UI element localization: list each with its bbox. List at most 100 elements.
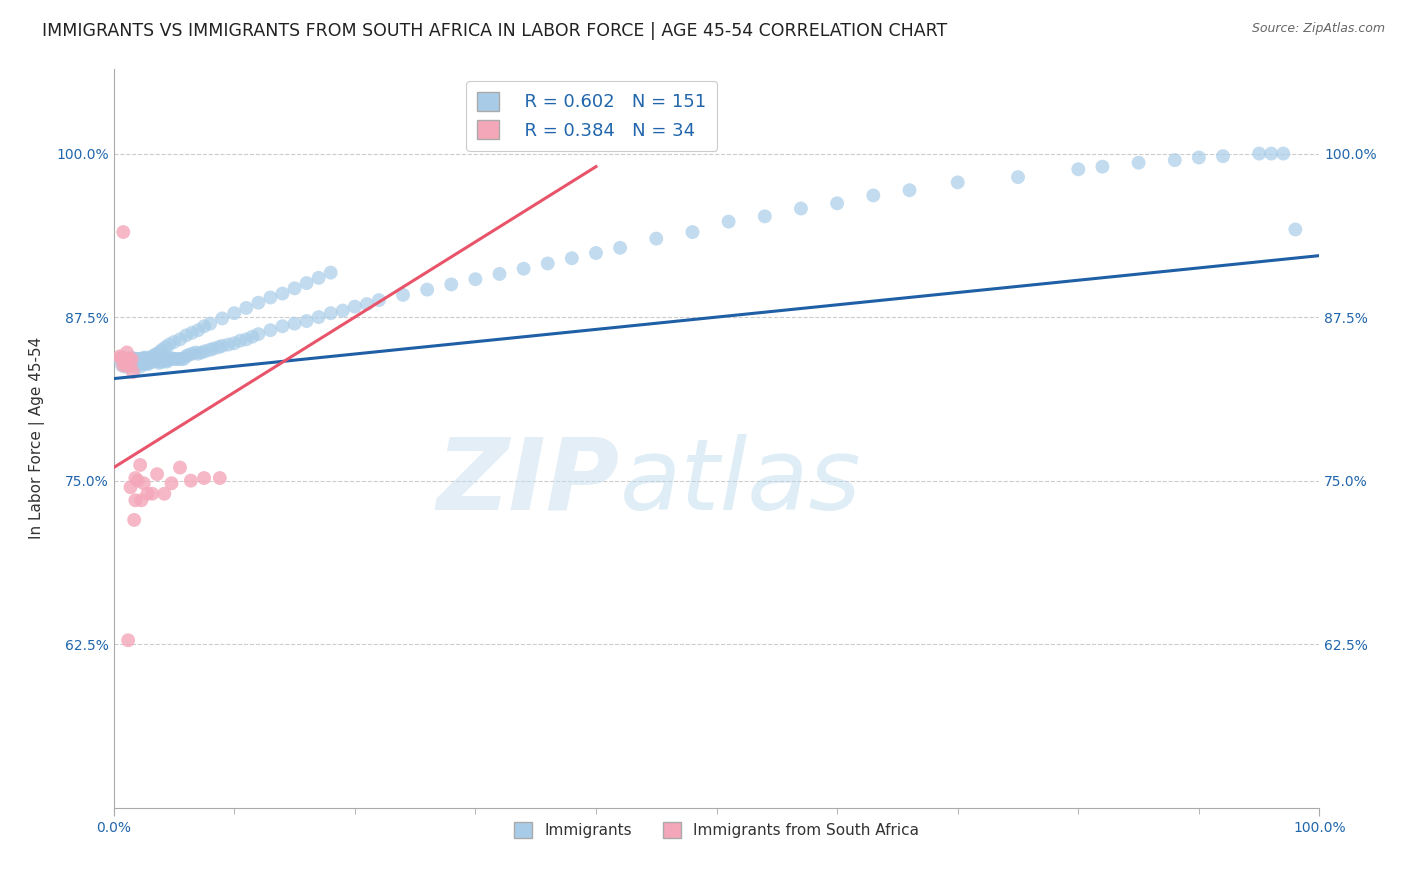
Point [187, 323, 209, 337]
Point [512, 261, 534, 276]
Point [146, 347, 169, 361]
Point [145, 351, 167, 366]
Point [131, 493, 153, 508]
Point [187, 347, 209, 361]
Point [135, 351, 157, 365]
Point [356, 297, 378, 311]
Point [120, 480, 142, 494]
Point [1260, 146, 1282, 161]
Point [131, 353, 153, 368]
Point [136, 351, 159, 366]
Point [174, 328, 197, 343]
Point [110, 351, 132, 365]
Point [368, 293, 391, 307]
Point [235, 301, 257, 315]
Point [112, 354, 135, 368]
Point [224, 306, 246, 320]
Point [247, 327, 270, 342]
Point [645, 231, 668, 245]
Point [160, 351, 183, 366]
Point [129, 458, 152, 472]
Point [114, 351, 136, 366]
Legend: Immigrants, Immigrants from South Africa: Immigrants, Immigrants from South Africa [508, 816, 925, 845]
Point [150, 353, 173, 368]
Point [117, 357, 139, 371]
Point [136, 487, 159, 501]
Point [163, 334, 186, 349]
Point [163, 351, 186, 366]
Point [561, 251, 583, 265]
Point [132, 351, 155, 366]
Point [131, 354, 153, 368]
Point [125, 351, 148, 366]
Point [115, 353, 138, 368]
Point [1067, 162, 1090, 177]
Point [131, 351, 153, 366]
Point [111, 351, 134, 366]
Point [148, 354, 170, 368]
Point [114, 356, 136, 370]
Point [169, 460, 191, 475]
Point [295, 276, 318, 290]
Point [170, 351, 193, 366]
Point [754, 210, 776, 224]
Point [1007, 170, 1029, 185]
Point [488, 267, 510, 281]
Point [1128, 155, 1150, 169]
Point [146, 467, 169, 482]
Point [193, 319, 215, 334]
Point [122, 354, 145, 368]
Point [136, 351, 159, 366]
Point [129, 356, 152, 370]
Point [122, 351, 145, 366]
Point [124, 471, 146, 485]
Point [124, 493, 146, 508]
Point [207, 340, 229, 354]
Point [118, 351, 141, 366]
Point [148, 345, 170, 359]
Point [117, 633, 139, 648]
Point [141, 487, 163, 501]
Point [108, 351, 131, 366]
Point [416, 283, 439, 297]
Point [190, 345, 212, 359]
Point [181, 326, 204, 340]
Point [118, 359, 141, 373]
Point [247, 295, 270, 310]
Point [139, 351, 162, 366]
Point [149, 351, 172, 366]
Point [271, 319, 294, 334]
Point [129, 356, 152, 370]
Point [111, 359, 134, 373]
Point [114, 359, 136, 374]
Point [155, 340, 177, 354]
Point [121, 356, 143, 370]
Point [392, 288, 415, 302]
Point [1091, 160, 1114, 174]
Point [148, 356, 170, 370]
Point [112, 225, 135, 239]
Point [259, 291, 281, 305]
Point [112, 359, 135, 373]
Point [156, 353, 179, 368]
Point [122, 513, 145, 527]
Point [132, 357, 155, 371]
Point [139, 356, 162, 370]
Point [224, 336, 246, 351]
Point [141, 353, 163, 368]
Point [127, 357, 149, 371]
Point [118, 351, 141, 366]
Point [111, 351, 134, 366]
Point [198, 343, 221, 357]
Point [124, 353, 146, 368]
Point [153, 487, 176, 501]
Point [681, 225, 703, 239]
Point [152, 354, 174, 368]
Point [946, 175, 969, 189]
Point [114, 356, 136, 370]
Point [122, 356, 145, 370]
Point [464, 272, 486, 286]
Point [143, 348, 166, 362]
Point [118, 351, 141, 366]
Point [108, 350, 131, 364]
